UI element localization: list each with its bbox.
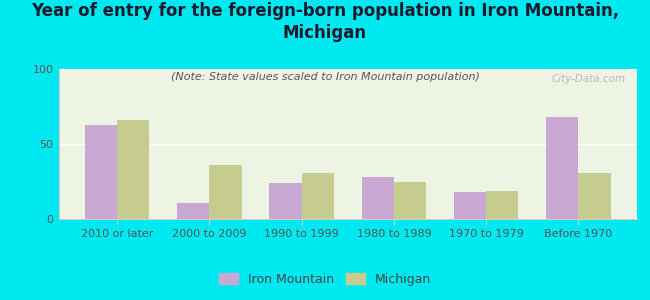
Bar [269, 183, 302, 219]
Text: Year of entry for the foreign-born population in Iron Mountain,
Michigan: Year of entry for the foreign-born popul… [31, 2, 619, 42]
Text: City-Data.com: City-Data.com [551, 74, 625, 83]
Bar [177, 202, 209, 219]
Bar [546, 117, 578, 219]
Bar [361, 177, 394, 219]
Bar [454, 192, 486, 219]
Legend: Iron Mountain, Michigan: Iron Mountain, Michigan [214, 268, 436, 291]
Bar [394, 182, 426, 219]
Bar [117, 120, 150, 219]
Bar [302, 172, 334, 219]
Bar [486, 190, 519, 219]
Bar [84, 124, 117, 219]
Bar [209, 165, 242, 219]
Bar [578, 172, 611, 219]
Text: (Note: State values scaled to Iron Mountain population): (Note: State values scaled to Iron Mount… [170, 72, 480, 82]
